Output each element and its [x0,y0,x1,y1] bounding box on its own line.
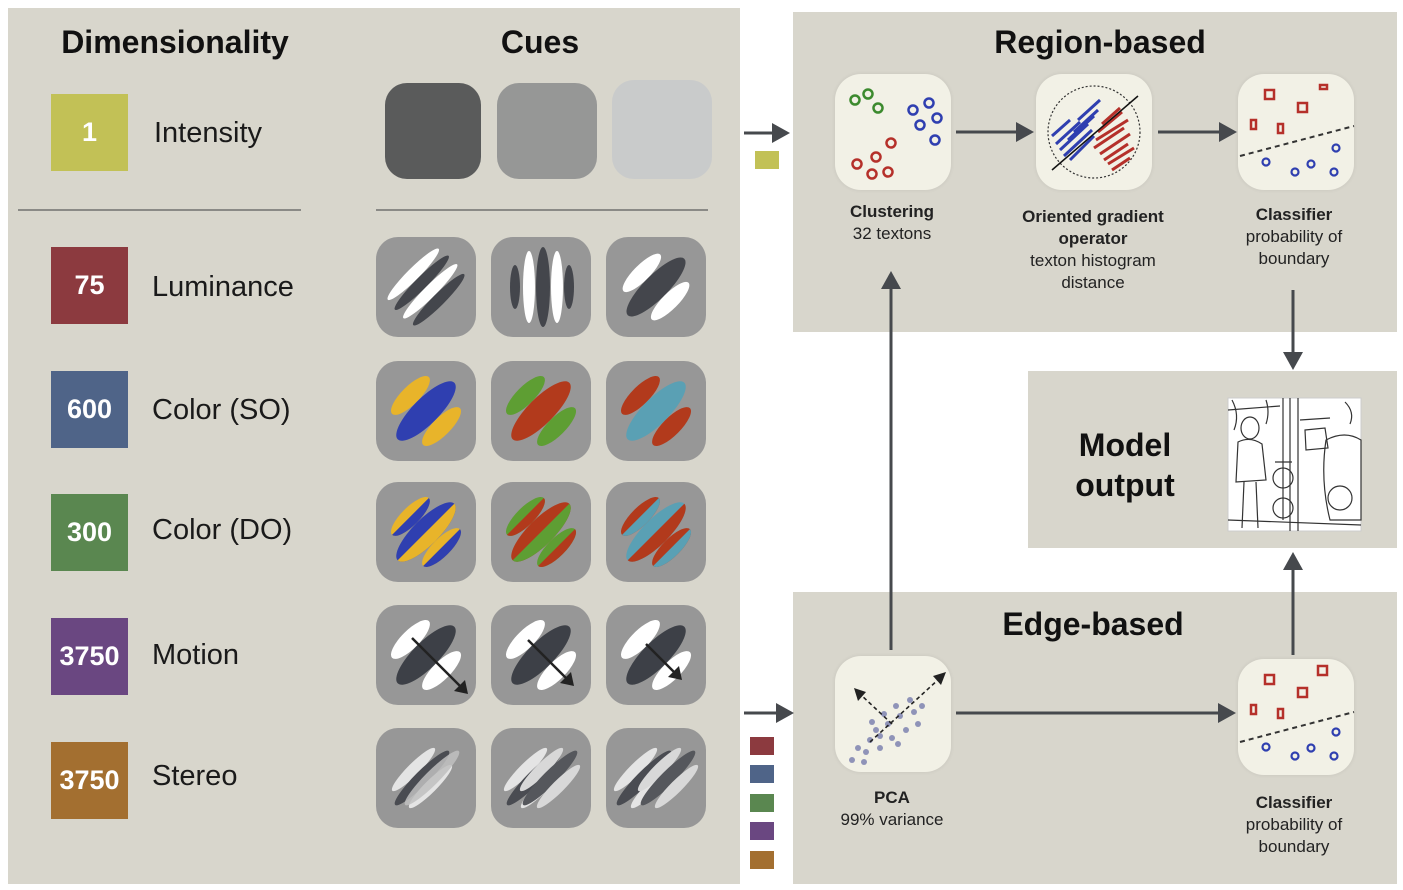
pca-caption: PCA 99% variance [812,787,972,831]
intensity-cue-light [612,80,712,179]
edge-classifier-caption: Classifier probability of boundary [1226,792,1362,858]
dim-label-stereo: Stereo [152,760,238,792]
luminance-cue-2 [510,247,574,327]
region-based-title: Region-based [994,24,1206,60]
dim-label-motion: Motion [152,639,240,671]
motion-cue-2 [505,619,577,691]
clustering-title: Clustering [849,202,935,221]
dim-label-intensity: Intensity [154,117,262,149]
legend-square-intensity [755,151,779,169]
model-output-title: Model output [1075,427,1175,503]
luminance-cue-1 [387,248,465,326]
model-output-image [1227,397,1362,532]
pca-node [835,656,951,772]
region-classifier-caption: Classifier probability of boundary [1226,204,1362,270]
edge-classifier-node [1238,659,1354,775]
divider-right [376,209,708,211]
color-do-cue-1 [390,496,462,568]
edge-classifier-subtitle: probability of boundary [1245,815,1343,856]
color-so-cue-3 [620,375,692,447]
dim-badge-intensity: 1 [51,94,128,171]
divider-left [18,209,301,211]
intensity-cue-mid [497,83,597,179]
pca-subtitle: 99% variance [840,810,944,829]
oriented-gradient-glyph [1047,85,1141,179]
region-classifier-glyph [1239,83,1355,177]
cue-tiles [376,237,706,828]
color-do-cue-2 [505,496,577,568]
ogo-subtitle: texton histogram distance [1030,251,1156,292]
clustering-subtitle: 32 textons [852,224,932,243]
dim-badge-motion: 3750 [51,618,128,695]
edge-based-title: Edge-based [1002,606,1184,642]
motion-cue-1 [390,619,468,694]
color-so-cue-2 [505,375,577,447]
dim-badge-luminance: 75 [51,247,128,324]
flow-arrows [744,130,1295,715]
legend-square-motion [750,822,774,840]
dim-badge-color-do: 300 [51,494,128,571]
luminance-cue-3 [622,253,690,321]
stereo-cue-3 [613,747,699,809]
dim-label-color-do: Color (DO) [152,514,293,546]
pca-glyph [849,672,946,765]
cues-title: Cues [500,24,580,60]
ogo-title: Oriented gradient operator [1022,207,1164,248]
legend-square-stereo [750,851,774,869]
region-classifier-subtitle: probability of boundary [1245,227,1343,268]
motion-cue-3 [620,619,692,691]
region-classifier-node [1238,74,1354,190]
region-classifier-title: Classifier [1255,205,1333,224]
legend-square-color-so [750,765,774,783]
legend-square-luminance [750,737,774,755]
pca-title: PCA [874,788,910,807]
dim-label-luminance: Luminance [152,271,294,303]
dimensionality-title: Dimensionality [61,24,289,60]
color-do-cue-3 [620,496,692,568]
stereo-cue-1 [391,747,460,809]
intensity-cue-dark [385,83,481,179]
clustering-glyph [849,88,943,180]
arrow-heads [772,122,1303,723]
ogo-caption: Oriented gradient operator texton histog… [1008,206,1178,294]
stereo-cue-2 [503,747,581,809]
clustering-caption: Clustering 32 textons [812,201,972,245]
color-so-cue-1 [390,375,462,447]
edge-classifier-title: Classifier [1255,793,1333,812]
legend-square-color-do [750,794,774,812]
dim-badge-stereo: 3750 [51,742,128,819]
edge-classifier-glyph [1239,664,1355,761]
dim-badge-color-so: 600 [51,371,128,448]
dim-label-color-so: Color (SO) [152,394,291,426]
